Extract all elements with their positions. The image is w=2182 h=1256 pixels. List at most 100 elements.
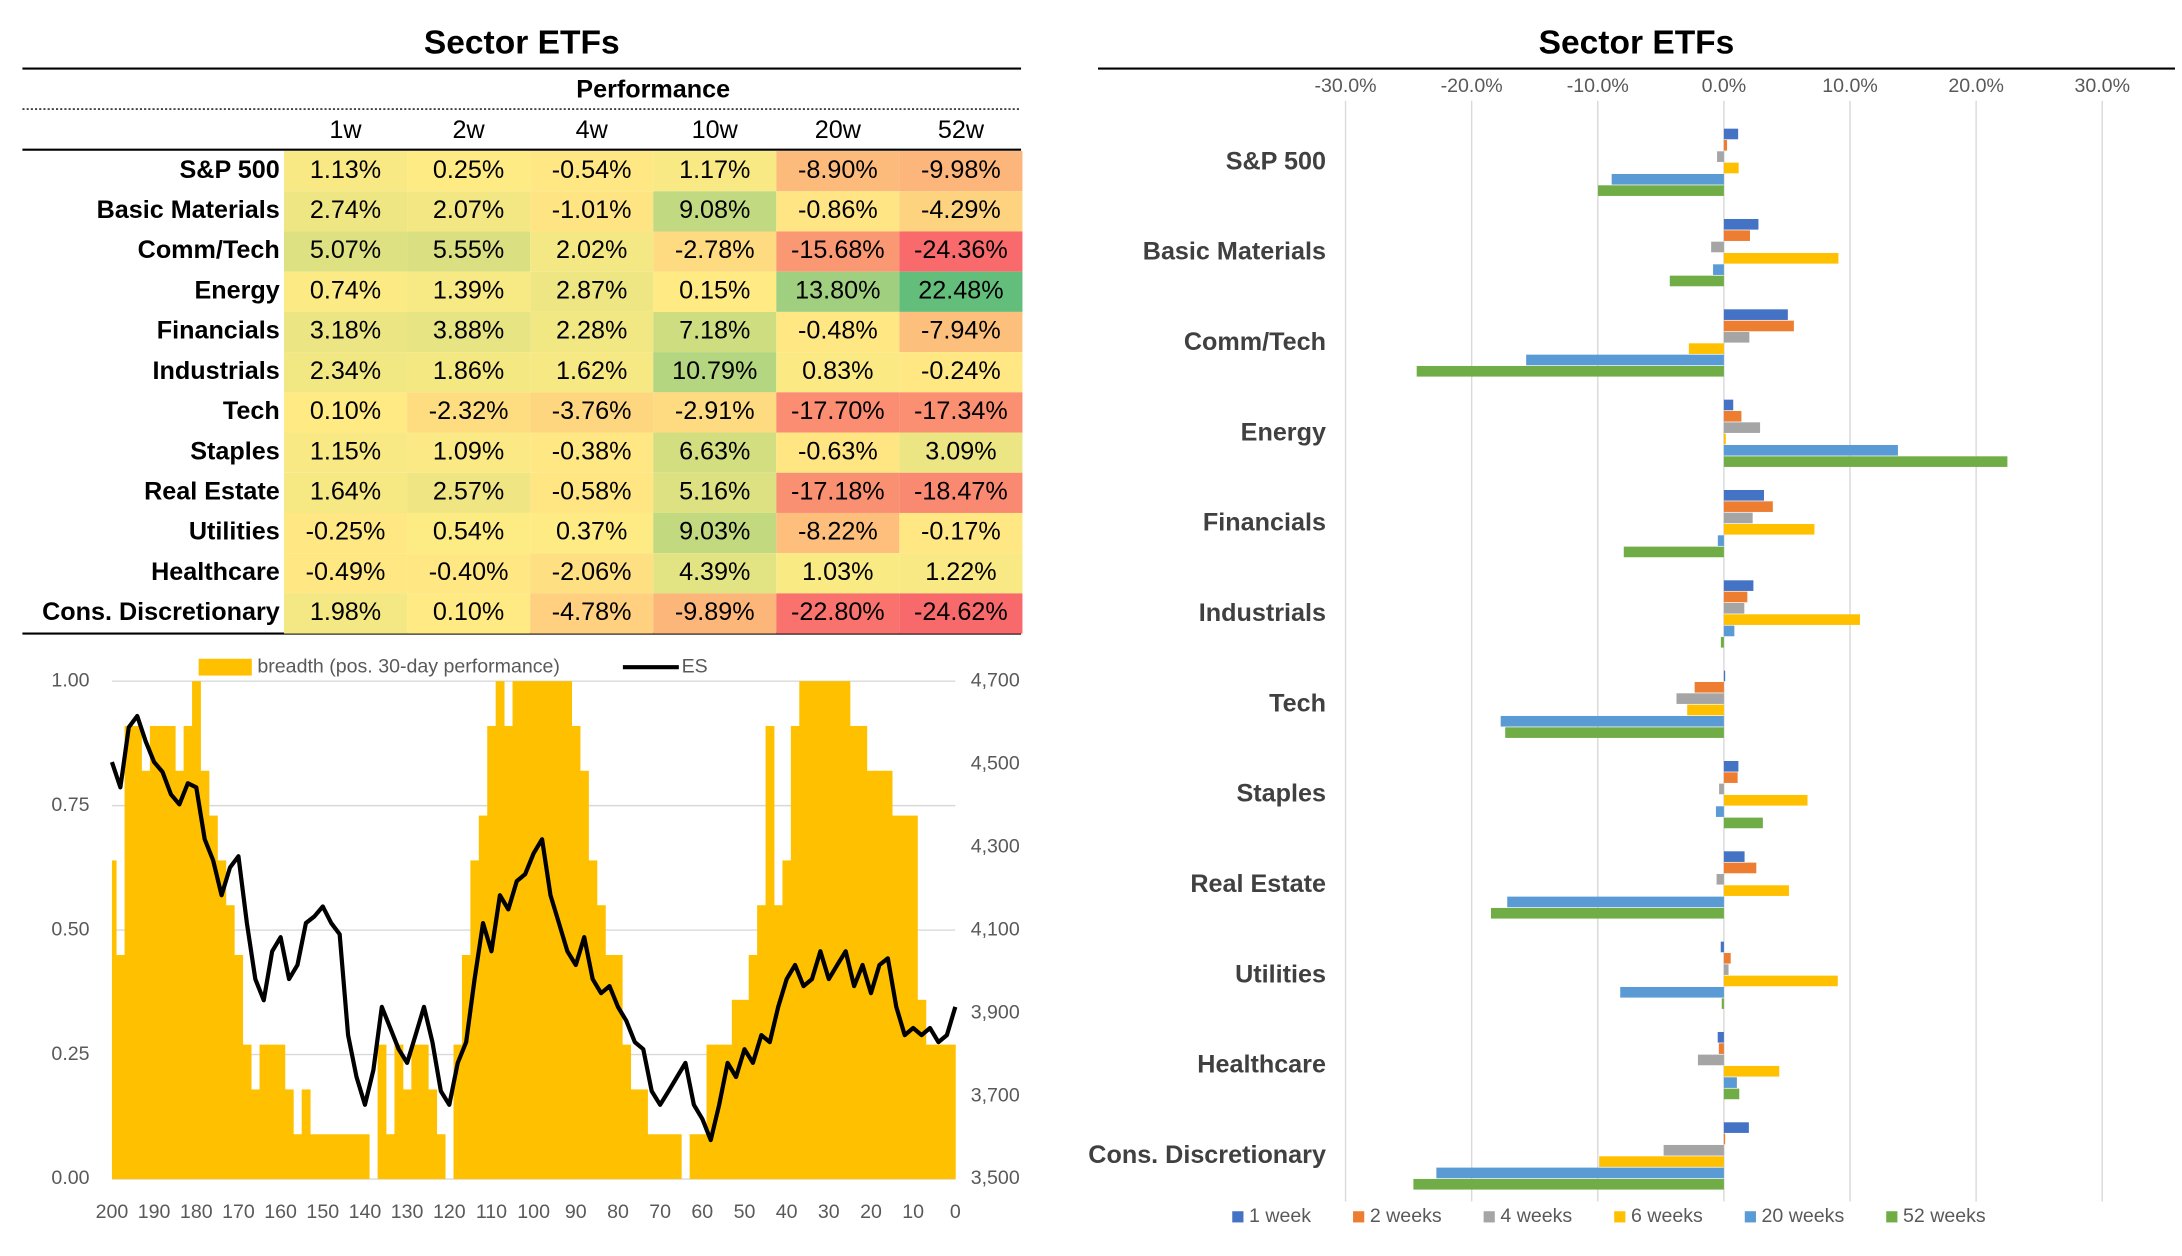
cell-value: 2.87% [556, 276, 627, 304]
breadth-bar [529, 681, 539, 1180]
bar [1723, 128, 1739, 140]
cell [653, 151, 777, 192]
y2-tick-label: 4,700 [971, 669, 1020, 691]
breadth-bar [613, 955, 623, 1180]
cell-value: -3.76% [552, 397, 632, 425]
legend-swatch [1886, 1211, 1898, 1223]
cell [653, 352, 777, 393]
bar [1623, 546, 1724, 558]
cell [776, 553, 900, 594]
bar [1723, 614, 1860, 625]
row-label: Healthcare [151, 558, 280, 586]
cell [776, 271, 900, 312]
legend-swatch [1744, 1211, 1756, 1223]
cell-value: -0.24% [921, 357, 1001, 385]
bar [1723, 625, 1735, 637]
y2-tick-label: 3,700 [971, 1084, 1020, 1106]
legend-label: 4 weeks [1500, 1205, 1572, 1227]
bar [1723, 817, 1763, 829]
breadth-bar [411, 1044, 421, 1180]
cell [776, 472, 900, 513]
cell [899, 392, 1023, 433]
breadth-bar [925, 1044, 935, 1180]
bar [1723, 580, 1754, 591]
x-tick-label: 130 [391, 1201, 424, 1223]
x-tick-label: -10.0% [1567, 75, 1629, 97]
cell [407, 472, 531, 513]
bar [1723, 952, 1731, 964]
cell-value: 0.37% [556, 518, 627, 546]
cell-value: 0.83% [802, 357, 873, 385]
cell-value: 2.28% [556, 317, 627, 345]
bar [1723, 591, 1748, 603]
breadth-bar [267, 1044, 277, 1180]
bar [1723, 964, 1729, 975]
cell [283, 151, 408, 192]
cell [653, 432, 777, 473]
x-tick-label: 50 [734, 1201, 756, 1223]
y2-tick-label: 3,500 [971, 1167, 1020, 1189]
es-line [109, 713, 958, 1143]
cell-value: 0.25% [433, 156, 504, 184]
x-tick-label: 80 [607, 1201, 629, 1223]
x-tick-label: 100 [517, 1201, 550, 1223]
breadth-bar [833, 681, 842, 1180]
breadth-bar [301, 1089, 311, 1180]
row-label: Financials [157, 317, 280, 345]
breadth-bar [917, 999, 927, 1180]
column-header: 52w [938, 116, 985, 144]
x-tick-label: 180 [180, 1201, 213, 1223]
bar [1711, 241, 1724, 253]
x-tick-label: -30.0% [1315, 75, 1377, 97]
breadth-bar [200, 770, 210, 1180]
breadth-bar [124, 725, 134, 1180]
cell [530, 432, 654, 473]
cell-value: 1.62% [556, 357, 627, 385]
breadth-bar [731, 999, 741, 1180]
breadth-bar [883, 770, 893, 1180]
breadth-bar [402, 1089, 412, 1180]
bar [1723, 252, 1839, 264]
x-tick-label: 20.0% [1948, 75, 2004, 97]
cell [407, 271, 531, 312]
column-header: 20w [815, 116, 862, 144]
cell-value: -24.62% [914, 598, 1008, 626]
cell [530, 271, 654, 312]
row-label: Cons. Discretionary [42, 598, 280, 626]
breadth-bar [192, 681, 201, 1180]
cell-value: 4.39% [679, 558, 750, 586]
category-label: Energy [1241, 418, 1326, 446]
cell-value: -1.01% [552, 196, 632, 224]
y2-tick-label: 4,500 [971, 752, 1020, 774]
breadth-bar [622, 1044, 632, 1180]
bar [1717, 1031, 1724, 1043]
bar [1505, 727, 1724, 738]
x-tick-label: 110 [476, 1201, 507, 1223]
x-tick-label: 170 [222, 1201, 255, 1223]
x-tick-label: 30 [818, 1201, 840, 1223]
bar [1723, 320, 1794, 332]
x-tick-label: 160 [264, 1201, 297, 1223]
cell-value: -0.58% [552, 478, 632, 506]
cell-value: 1.22% [925, 558, 996, 586]
breadth-bar [782, 860, 792, 1180]
cell-value: 5.55% [433, 236, 504, 264]
cell-value: -2.06% [552, 558, 632, 586]
cell-value: 2.34% [310, 357, 381, 385]
cell [283, 191, 408, 232]
bar [1723, 851, 1745, 862]
bar [1723, 523, 1815, 535]
breadth-bar [343, 1134, 353, 1180]
breadth-bar [377, 1044, 387, 1180]
legend-label: 1 week [1249, 1205, 1311, 1227]
breadth-bar [116, 955, 126, 1180]
breadth-bar [158, 725, 168, 1180]
breadth-bar [698, 1134, 707, 1180]
breadth-bar [908, 815, 918, 1180]
bar [1598, 185, 1724, 196]
y2-tick-label: 4,100 [971, 918, 1020, 940]
category-label: Basic Materials [1143, 238, 1326, 266]
breadth-bar [276, 1044, 286, 1180]
breadth-bar [504, 725, 513, 1180]
